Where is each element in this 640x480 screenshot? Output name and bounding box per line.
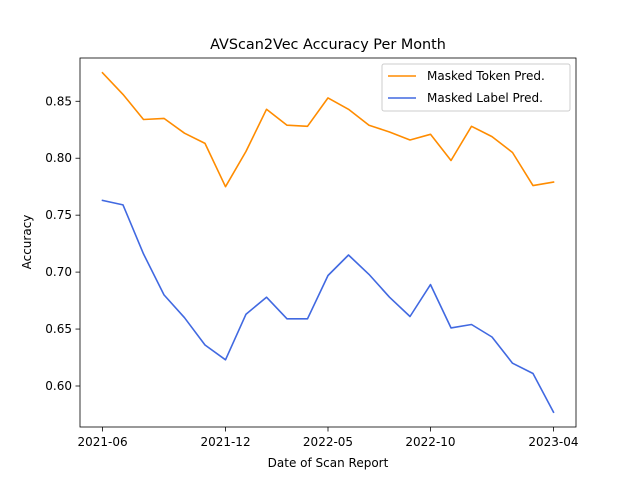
y-tick-label-3: 0.75 xyxy=(45,208,72,222)
y-tick-label-0: 0.60 xyxy=(45,379,72,393)
y-tick-label-2: 0.70 xyxy=(45,265,72,279)
x-tick-label-4: 2023-04 xyxy=(528,435,578,449)
y-axis-ticks: 0.60 0.65 0.70 0.75 0.80 0.85 xyxy=(45,94,80,393)
y-axis-label: Accuracy xyxy=(20,215,34,270)
y-tick-label-4: 0.80 xyxy=(45,151,72,165)
y-tick-label-5: 0.85 xyxy=(45,94,72,108)
legend-label-1: Masked Label Pred. xyxy=(427,91,543,105)
x-tick-label-3: 2022-10 xyxy=(405,435,455,449)
x-tick-label-0: 2021-06 xyxy=(77,435,127,449)
axes-frame xyxy=(79,57,577,428)
legend-label-0: Masked Token Pred. xyxy=(427,69,545,83)
x-axis-label: Date of Scan Report xyxy=(268,456,389,470)
x-axis-ticks: 2021-06 2021-12 2022-05 2022-10 2023-04 xyxy=(77,427,579,449)
x-tick-label-2: 2022-05 xyxy=(303,435,353,449)
plot-area xyxy=(101,71,555,414)
legend-box xyxy=(381,63,571,112)
y-tick-label-1: 0.65 xyxy=(45,322,72,336)
chart-title: AVScan2Vec Accuracy Per Month xyxy=(210,37,446,53)
x-tick-label-1: 2021-12 xyxy=(200,435,250,449)
legend: Masked Token Pred. Masked Label Pred. xyxy=(381,63,571,112)
